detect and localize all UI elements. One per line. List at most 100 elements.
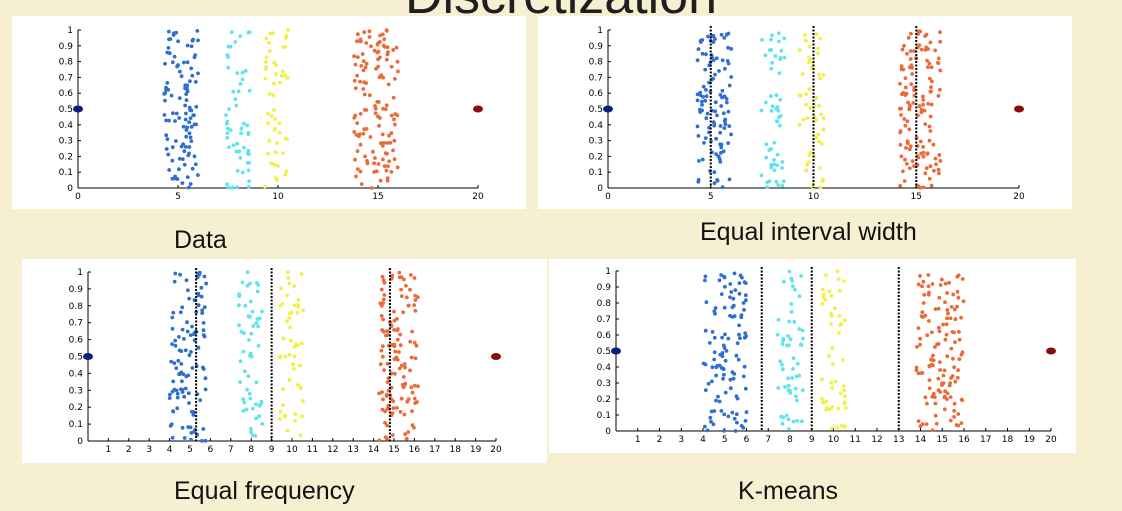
- data-point: [778, 114, 783, 118]
- data-point: [929, 102, 934, 107]
- data-point: [226, 44, 231, 49]
- data-point: [203, 438, 208, 443]
- data-point: [781, 337, 786, 341]
- data-point: [903, 123, 908, 128]
- data-point: [788, 337, 793, 342]
- data-point: [191, 37, 196, 42]
- data-point: [178, 272, 183, 277]
- data-point: [817, 72, 821, 77]
- data-point: [373, 106, 378, 111]
- data-point: [804, 168, 809, 173]
- cluster-blue: [167, 270, 209, 443]
- data-point: [953, 340, 957, 344]
- data-point: [245, 270, 250, 274]
- data-point: [797, 122, 802, 127]
- data-point: [695, 98, 700, 103]
- data-point: [916, 326, 921, 330]
- data-point: [363, 154, 367, 159]
- data-point: [281, 336, 286, 341]
- data-point: [162, 92, 167, 96]
- data-point: [167, 51, 172, 56]
- data-point: [361, 87, 366, 91]
- data-point: [820, 396, 824, 401]
- data-point: [776, 108, 781, 113]
- y-tick-label: 1: [77, 268, 83, 278]
- data-point: [375, 100, 380, 104]
- data-point: [759, 108, 764, 113]
- data-point: [718, 130, 723, 135]
- data-point: [361, 131, 366, 136]
- data-point: [380, 328, 385, 332]
- data-point: [186, 288, 190, 293]
- data-point: [933, 48, 938, 53]
- data-point: [406, 303, 411, 308]
- data-point: [923, 122, 928, 126]
- y-tick-label: 0.8: [597, 299, 612, 309]
- data-point: [903, 157, 907, 162]
- data-point: [933, 401, 938, 406]
- data-point: [921, 154, 926, 159]
- data-point: [264, 60, 268, 64]
- data-point: [367, 29, 372, 34]
- data-point: [416, 295, 420, 299]
- data-point: [285, 319, 289, 324]
- data-point: [243, 303, 248, 308]
- data-point: [782, 36, 786, 41]
- data-point: [380, 274, 385, 279]
- scatter-plot-kmeans: 00.10.20.30.40.50.60.70.80.911 2 3 4 5 6 7 8 9 10…: [597, 267, 1057, 445]
- data-point: [704, 88, 708, 92]
- data-point: [293, 418, 297, 423]
- data-point: [199, 294, 204, 299]
- data-point: [732, 271, 737, 276]
- data-point: [253, 433, 258, 438]
- data-point: [180, 157, 185, 162]
- data-point: [187, 353, 192, 358]
- data-point: [798, 93, 803, 98]
- data-point: [406, 430, 411, 434]
- data-point: [190, 73, 195, 78]
- data-point: [172, 361, 177, 366]
- x-tick-label: 0: [605, 192, 611, 202]
- data-point: [948, 395, 953, 399]
- data-point: [273, 176, 278, 181]
- data-point: [903, 76, 908, 80]
- data-point: [719, 32, 724, 37]
- y-tick-label: 0.1: [59, 168, 73, 178]
- data-point: [786, 427, 791, 431]
- data-point: [389, 131, 394, 136]
- data-point: [392, 138, 397, 143]
- data-point: [942, 407, 947, 412]
- data-point: [186, 425, 191, 429]
- x-tick-label: 18: [1002, 435, 1014, 445]
- data-point: [162, 113, 167, 117]
- data-point: [238, 156, 243, 160]
- data-point: [940, 383, 944, 387]
- data-point: [352, 78, 357, 83]
- caption-equal-frequency: Equal frequency: [174, 477, 355, 505]
- data-point: [835, 425, 840, 430]
- data-point: [797, 294, 802, 299]
- data-point: [278, 409, 283, 414]
- data-point: [839, 423, 844, 428]
- y-tick-label: 0.7: [69, 319, 83, 329]
- data-point: [907, 65, 912, 70]
- data-point: [380, 354, 385, 359]
- data-point: [934, 162, 938, 167]
- data-point: [262, 184, 267, 189]
- y-tick-label: 0.3: [59, 137, 73, 147]
- data-point: [164, 133, 169, 138]
- data-point: [955, 289, 960, 294]
- data-point: [189, 438, 194, 442]
- data-point: [284, 169, 289, 174]
- data-point: [257, 414, 262, 419]
- data-point: [821, 292, 826, 297]
- data-point: [299, 386, 303, 390]
- data-point: [184, 111, 188, 116]
- data-point: [412, 425, 416, 430]
- data-point: [734, 353, 739, 358]
- y-tick-label: 0.3: [589, 137, 603, 147]
- data-point: [949, 376, 953, 380]
- data-point: [183, 348, 188, 353]
- data-point: [898, 81, 902, 86]
- data-point: [701, 84, 706, 89]
